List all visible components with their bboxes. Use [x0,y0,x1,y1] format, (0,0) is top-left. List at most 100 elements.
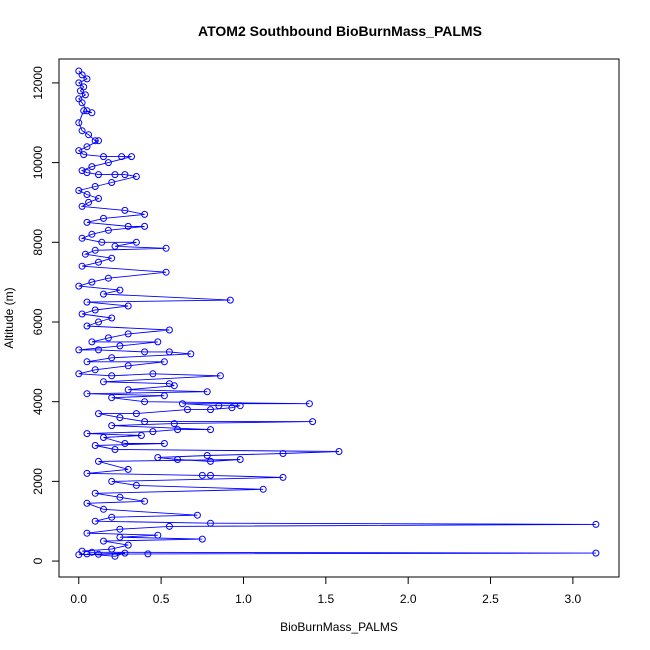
data-point [154,531,162,539]
data-point [228,404,236,412]
data-point [78,234,86,242]
data-point [83,469,91,477]
data-point [165,348,173,356]
data-point [78,202,86,210]
data-point [335,448,343,455]
data-point [226,296,234,304]
data-point [187,350,195,358]
x-tick-label: 0.5 [153,592,170,606]
data-point [88,278,96,286]
data-point [309,418,317,426]
data-point [193,511,201,519]
data-point [198,471,206,479]
x-tick-label: 2.0 [400,592,417,606]
series-layer [75,67,600,560]
data-point [78,310,86,318]
data-point [75,119,83,127]
data-point [88,230,96,238]
data-point [85,198,93,206]
data-point [116,342,124,350]
data-point [116,525,124,533]
data-point [207,519,214,527]
data-point [160,358,168,366]
data-point [116,286,124,294]
data-point [121,171,129,179]
data-point [124,222,132,230]
data-point [111,242,119,250]
data-point [137,432,145,439]
y-axis-label: Altitude (m) [2,287,16,348]
data-point [108,372,116,380]
data-point [104,274,112,282]
data-point [141,222,149,230]
x-tick-label: 0.0 [70,592,87,606]
data-point [207,471,214,479]
data-point [179,400,186,408]
data-point [100,153,107,161]
data-point [95,550,102,558]
data-point [108,477,116,485]
data-point [83,218,91,226]
data-point [592,520,600,528]
data-point [124,302,132,310]
data-point [124,386,132,394]
data-point [124,362,132,370]
data-point [95,318,102,326]
data-point [203,452,211,459]
data-point [75,370,83,378]
data-point [85,131,93,139]
y-tick-label: 4000 [31,388,45,415]
data-point [95,346,102,354]
data-point [184,406,191,414]
data-point [132,238,140,246]
data-point [144,550,152,558]
data-point [88,109,96,117]
data-point [83,191,91,198]
y-tick-label: 10000 [31,146,45,180]
data-point [207,426,214,434]
data-point [170,382,178,390]
data-point [198,535,206,543]
data-point [108,314,116,322]
x-tick-label: 1.0 [235,592,252,606]
data-point [75,147,83,155]
data-point [75,187,83,194]
y-tick-label: 2000 [31,468,45,495]
data-point [149,370,157,378]
data-point [124,330,132,338]
data-point [95,195,102,202]
data-point [81,91,89,99]
data-point [592,549,600,557]
data-point [78,262,86,270]
data-point [108,354,116,362]
data-point [95,258,102,266]
data-point [149,428,157,436]
data-point [124,541,132,549]
data-point [88,163,96,171]
data-point [100,290,107,298]
data-point [83,358,91,366]
data-point [95,171,102,179]
data-point [216,372,224,380]
data-point [141,497,149,505]
data-point [80,151,88,159]
data-point [111,446,119,453]
data-point [141,398,149,406]
data-point [95,457,102,465]
data-point [116,493,124,501]
data-point [121,206,129,214]
data-point [83,322,91,330]
data-point [83,75,91,83]
data-point [124,465,132,473]
data-point [91,306,99,314]
data-point [83,499,91,507]
data-point [165,522,173,530]
data-point [162,268,170,276]
data-point [160,392,168,400]
data-point [91,183,99,190]
data-point [100,537,107,545]
data-point [83,169,91,177]
data-point [279,473,287,481]
data-point [91,489,99,497]
data-point [83,298,91,306]
